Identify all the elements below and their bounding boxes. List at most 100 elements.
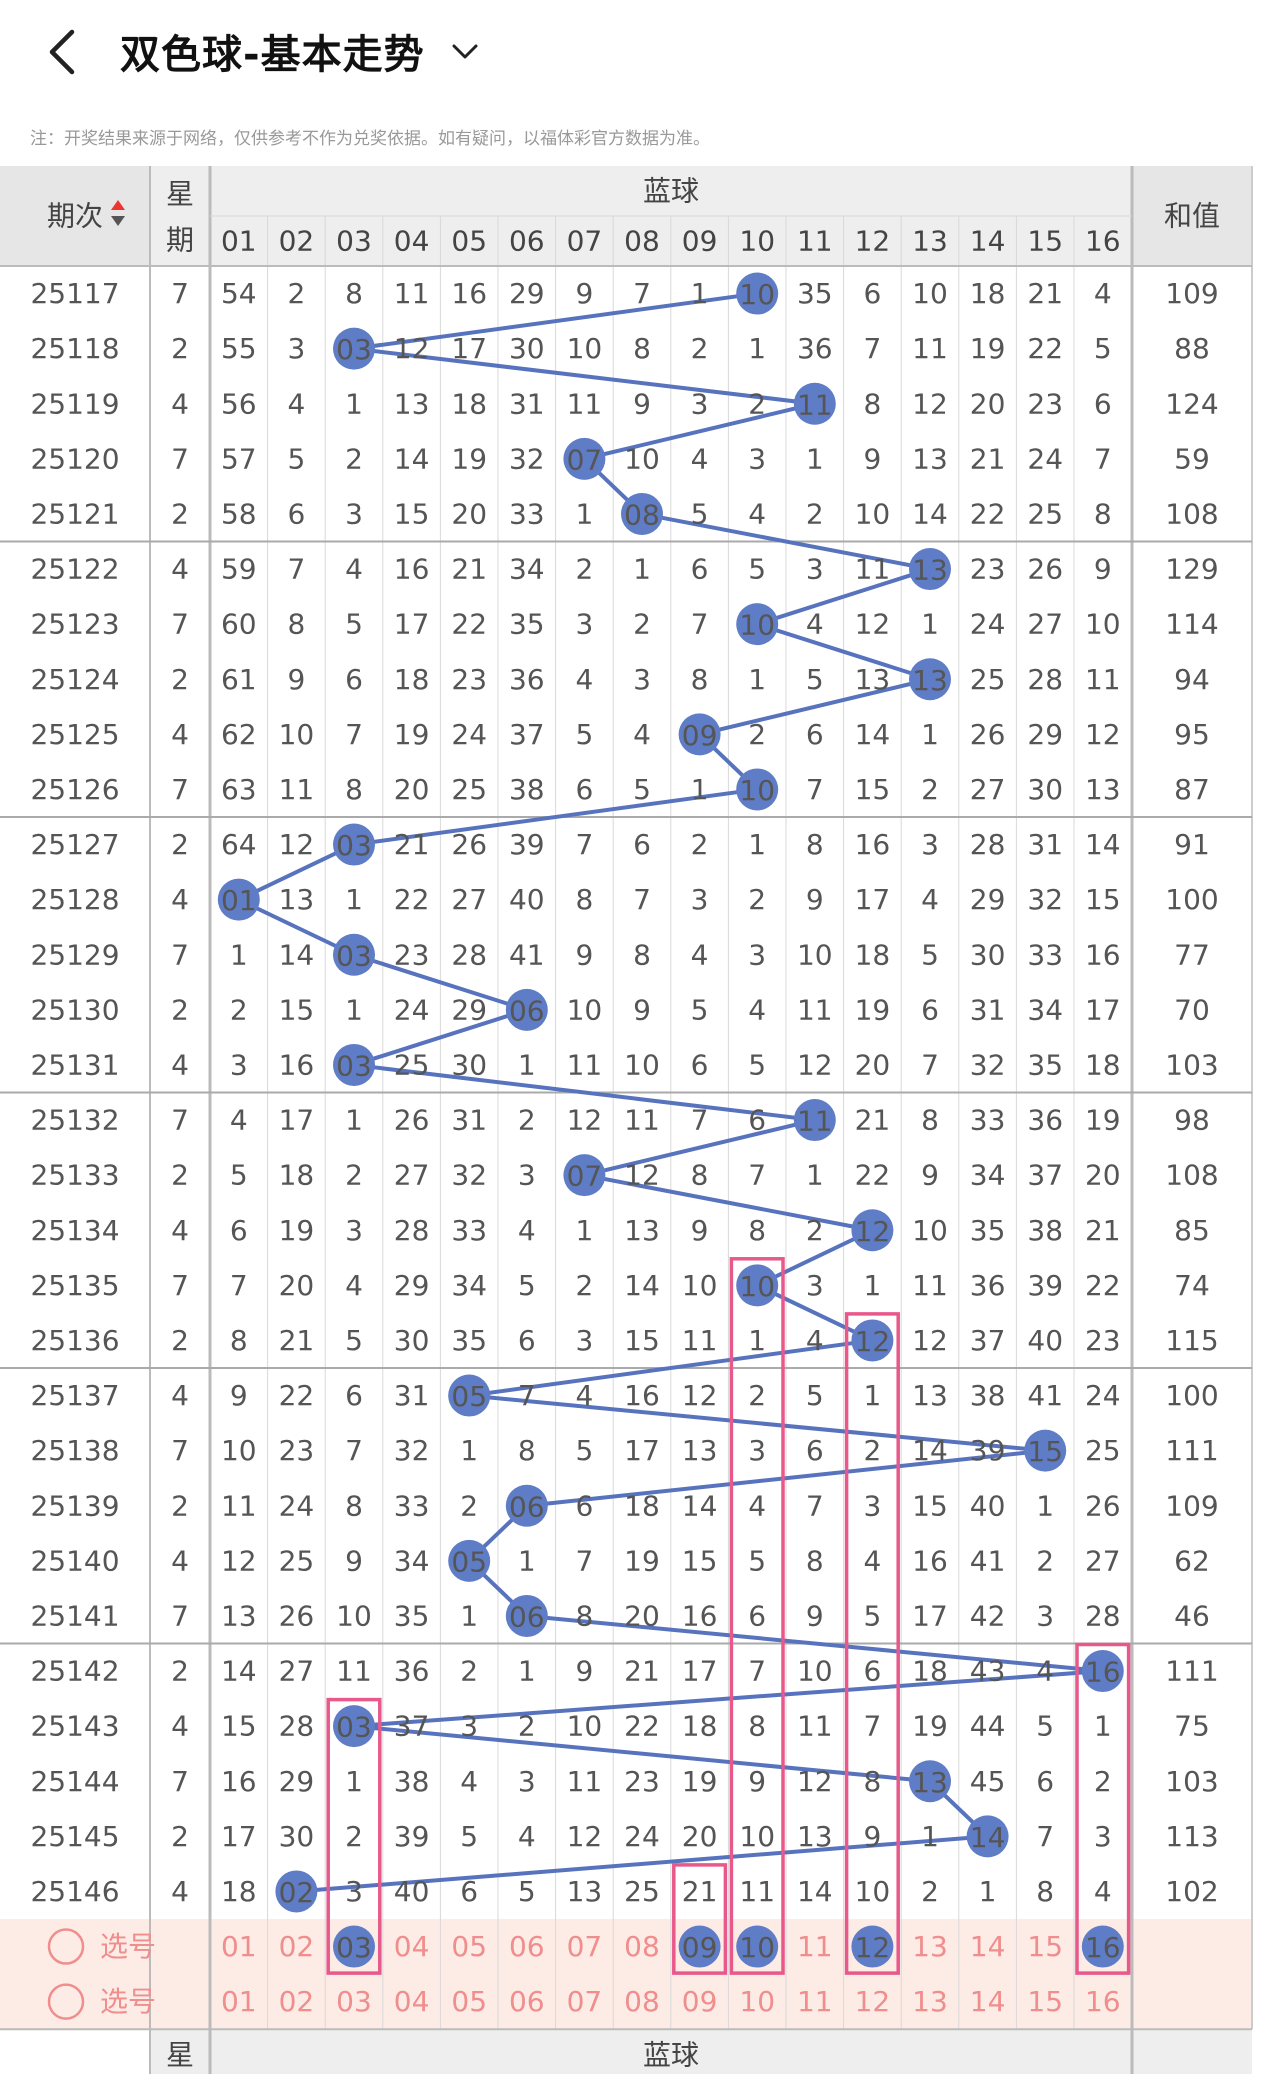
omission-value: 3 [748,1434,766,1467]
select-number[interactable]: 09 [682,1985,718,2018]
table-row[interactable]: 25140 4 12 25 9 34 05 1 7 19 15 5 8 4 16 41 2 27 62 [30,1539,1210,1582]
sum-value: 98 [1174,1104,1210,1137]
table-row[interactable]: 25139 2 11 24 8 33 2 06 6 18 14 4 7 3 15 40 1 26 109 [30,1484,1219,1527]
table-row[interactable]: 25128 4 01 13 1 22 27 40 8 7 3 2 9 17 4 29 32 15 100 [30,878,1219,921]
table-row[interactable]: 25146 4 18 02 3 40 6 5 13 25 21 11 14 10 2 1 8 4 102 [30,1870,1219,1913]
table-row[interactable]: 25133 2 5 18 2 27 32 3 07 12 8 7 1 22 9 34 37 20 108 [30,1154,1219,1197]
select-number[interactable]: 08 [624,1985,660,2018]
select-number[interactable]: 07 [567,1930,603,1963]
table-row[interactable]: 25124 2 61 9 6 18 23 36 4 3 8 1 5 13 13 25 28 11 94 [30,658,1210,701]
table-row[interactable]: 25122 4 59 7 4 16 21 34 2 1 6 5 3 11 13 23 26 9 129 [30,548,1219,591]
table-row[interactable]: 25135 7 7 20 4 29 34 5 2 14 10 10 3 1 11 36 39 22 74 [30,1264,1210,1307]
select-number[interactable]: 10 [739,1985,775,2018]
radio-circle-icon[interactable] [47,1928,85,1965]
table-row[interactable]: 25138 7 10 23 7 32 1 8 5 17 13 3 6 2 14 39 15 25 111 [30,1429,1219,1472]
selected-ball-number[interactable]: 16 [1085,1931,1121,1964]
omission-value: 2 [748,718,766,751]
select-number[interactable]: 14 [970,1985,1006,2018]
sort-icon[interactable] [111,200,125,226]
omission-value: 3 [575,1324,593,1357]
selected-ball[interactable] [736,1925,779,1968]
table-row[interactable]: 25117 7 54 2 8 11 16 29 9 7 1 10 35 6 10 18 21 4 109 [30,272,1219,315]
select-number[interactable]: 11 [797,1985,833,2018]
select-number[interactable]: 02 [279,1930,315,1963]
select-row-1[interactable]: 选号 01 02 03 04 05 06 07 08 09 10 11 12 13 14 15 16 [47,1925,1124,1968]
selected-ball[interactable] [678,1925,721,1968]
table-row[interactable]: 25132 7 4 17 1 26 31 2 12 11 7 6 11 21 8 33 36 19 98 [30,1099,1210,1142]
select-number[interactable]: 05 [451,1930,487,1963]
table-row[interactable]: 25144 7 16 29 1 38 4 3 11 23 19 9 12 8 13 45 6 2 103 [30,1760,1219,1803]
weekday-number: 7 [171,442,189,475]
omission-value: 8 [345,1489,363,1522]
sort-down-arrow[interactable] [111,216,125,226]
table-row[interactable]: 25145 2 17 30 2 39 5 4 12 24 20 10 13 9 1 14 7 3 113 [30,1815,1219,1858]
select-number[interactable]: 12 [855,1985,891,2018]
select-number[interactable]: 06 [509,1985,545,2018]
select-number[interactable]: 02 [279,1985,315,2018]
selected-ball-number[interactable]: 09 [682,1931,718,1964]
chevron-down-icon[interactable] [448,32,482,72]
select-number[interactable]: 15 [1027,1930,1063,1963]
column-header-period[interactable]: 期次 [47,200,103,233]
table-row[interactable]: 25121 2 58 6 3 15 20 33 1 08 5 4 2 10 14 22 25 8 108 [30,492,1219,535]
table-row[interactable]: 25118 2 55 3 03 12 17 30 10 8 2 1 36 7 11 19 22 5 88 [30,327,1210,370]
table-row[interactable]: 25123 7 60 8 5 17 22 35 3 2 7 10 4 12 1 24 27 10 114 [30,603,1219,646]
table-row[interactable]: 25141 7 13 26 10 35 1 06 8 20 16 6 9 5 17 42 3 28 46 [30,1594,1210,1637]
table-row[interactable]: 25120 7 57 5 2 14 19 32 07 10 4 3 1 9 13 21 24 7 59 [30,437,1210,480]
table-row[interactable]: 25126 7 63 11 8 20 25 38 6 5 1 10 7 15 2 27 30 13 87 [30,768,1210,811]
select-number[interactable]: 04 [394,1930,430,1963]
select-number[interactable]: 03 [336,1985,372,2018]
table-row[interactable]: 25127 2 64 12 03 21 26 39 7 6 2 1 8 16 3 28 31 14 91 [30,823,1210,866]
table-row[interactable]: 25129 7 1 14 03 23 28 41 9 8 4 3 10 18 5 30 33 16 77 [30,933,1210,976]
omission-value: 18 [451,387,487,420]
omission-value: 38 [509,773,545,806]
select-number[interactable]: 05 [451,1985,487,2018]
select-number[interactable]: 04 [394,1985,430,2018]
table-row[interactable]: 25125 4 62 10 7 19 24 37 5 4 09 2 6 14 1 26 29 12 95 [30,713,1210,756]
select-number[interactable]: 08 [624,1930,660,1963]
selected-ball-number[interactable]: 10 [739,1931,775,1964]
select-number[interactable]: 01 [221,1930,257,1963]
omission-value: 27 [451,883,487,916]
select-number[interactable]: 01 [221,1985,257,2018]
select-number[interactable]: 14 [970,1930,1006,1963]
select-number[interactable]: 16 [1085,1985,1121,2018]
omission-value: 54 [221,277,257,310]
sort-up-arrow[interactable] [111,200,125,210]
table-row[interactable]: 25119 4 56 4 1 13 18 31 11 9 3 2 11 8 12 20 23 6 124 [30,382,1219,425]
select-number[interactable]: 07 [567,1985,603,2018]
table-row[interactable]: 25143 4 15 28 03 37 3 2 10 22 18 8 11 7 19 44 5 1 75 [30,1705,1210,1748]
omission-value: 23 [1027,387,1063,420]
select-label[interactable]: 选号 [100,1985,156,2018]
omission-value: 4 [691,938,709,971]
period-number: 25146 [30,1875,119,1908]
select-number[interactable]: 11 [797,1930,833,1963]
selected-ball[interactable] [333,1925,375,1968]
selected-ball[interactable] [851,1925,894,1968]
omission-value: 2 [863,1434,881,1467]
select-label[interactable]: 选号 [100,1930,156,1963]
table-row[interactable]: 25130 2 2 15 1 24 29 06 10 9 5 4 11 19 6 31 34 17 70 [30,988,1210,1031]
select-number[interactable]: 06 [509,1930,545,1963]
select-number[interactable]: 13 [912,1930,948,1963]
weekday-number: 7 [171,1599,189,1632]
select-number[interactable]: 15 [1027,1985,1063,2018]
radio-circle-icon[interactable] [47,1983,85,2020]
weekday-number: 4 [171,553,189,586]
table-row[interactable]: 25142 2 14 27 11 36 2 1 9 21 17 7 10 6 18 43 4 16 111 [30,1650,1219,1693]
table-row[interactable]: 25136 2 8 21 5 30 35 6 3 15 11 1 4 12 12 37 40 23 115 [30,1319,1219,1362]
omission-value: 19 [682,1765,718,1798]
column-header-number: 08 [624,225,660,258]
chevron-left-icon[interactable] [40,24,84,80]
select-number[interactable]: 13 [912,1985,948,2018]
selected-ball-number[interactable]: 12 [855,1931,891,1964]
table-row[interactable]: 25131 4 3 16 03 25 30 1 11 10 6 5 12 20 7 32 35 18 103 [30,1043,1219,1086]
omission-value: 21 [279,1324,315,1357]
table-row[interactable]: 25137 4 9 22 6 31 05 7 4 16 12 2 5 1 13 38 41 24 100 [30,1374,1219,1417]
table-row[interactable]: 25134 4 6 19 3 28 33 4 1 13 9 8 2 12 10 35 38 21 85 [30,1209,1210,1252]
highlight-box [326,1697,382,1975]
selected-ball[interactable] [1081,1925,1124,1968]
select-row-2[interactable]: 选号 01 02 03 04 05 06 07 08 09 10 11 12 13 14 15 16 [47,1983,1121,2020]
selected-ball-number[interactable]: 03 [336,1931,372,1964]
